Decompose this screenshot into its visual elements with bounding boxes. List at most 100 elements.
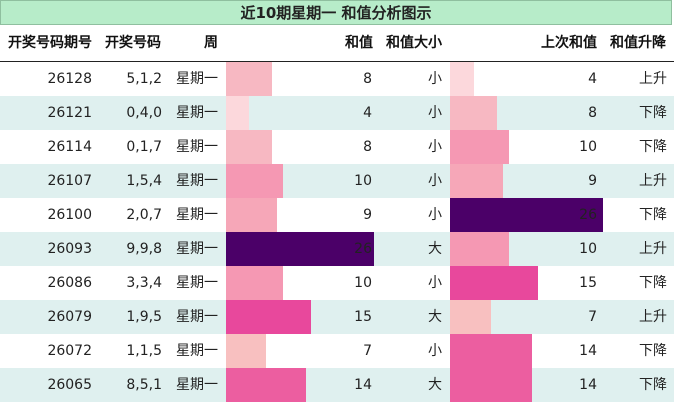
prev-sum-cell: 26: [579, 207, 597, 223]
header-divider: [0, 61, 674, 62]
numbers-cell: 9,9,8: [126, 241, 162, 257]
size-cell: 小: [428, 275, 442, 291]
prev-sum-bar: [450, 232, 509, 266]
size-cell: 小: [428, 343, 442, 359]
trend-cell: 下降: [639, 207, 667, 223]
weekday-cell: 星期一: [176, 343, 218, 359]
numbers-cell: 5,1,2: [126, 71, 162, 87]
sum-bar: [226, 266, 283, 300]
trend-cell: 上升: [639, 173, 667, 189]
header-size: 和值大小: [386, 35, 442, 51]
prev-sum-cell: 9: [588, 173, 597, 189]
issue-cell: 26079: [47, 309, 92, 325]
prev-sum-cell: 14: [579, 377, 597, 393]
issue-cell: 26114: [47, 139, 92, 155]
weekday-cell: 星期一: [176, 275, 218, 291]
size-cell: 小: [428, 139, 442, 155]
sum-bar: [226, 164, 283, 198]
prev-sum-bar: [450, 164, 503, 198]
issue-cell: 26072: [47, 343, 92, 359]
sum-bar: [226, 232, 374, 266]
prev-sum-cell: 10: [579, 139, 597, 155]
weekday-cell: 星期一: [176, 71, 218, 87]
issue-cell: 26093: [47, 241, 92, 257]
trend-cell: 下降: [639, 139, 667, 155]
sum-cell: 26: [354, 241, 372, 257]
sum-cell: 4: [363, 105, 372, 121]
weekday-cell: 星期一: [176, 241, 218, 257]
sum-cell: 15: [354, 309, 372, 325]
table-row: 26093 9,9,8 星期一 26 大 10 上升: [0, 232, 674, 266]
weekday-cell: 星期一: [176, 207, 218, 223]
trend-cell: 上升: [639, 71, 667, 87]
trend-cell: 上升: [639, 309, 667, 325]
sum-bar: [226, 368, 306, 402]
trend-cell: 下降: [639, 105, 667, 121]
table-row: 26065 8,5,1 星期一 14 大 14 下降: [0, 368, 674, 402]
table-row: 26107 1,5,4 星期一 10 小 9 上升: [0, 164, 674, 198]
prev-sum-cell: 15: [579, 275, 597, 291]
table-row: 26072 1,1,5 星期一 7 小 14 下降: [0, 334, 674, 368]
table-row: 26079 1,9,5 星期一 15 大 7 上升: [0, 300, 674, 334]
size-cell: 小: [428, 71, 442, 87]
trend-cell: 上升: [639, 241, 667, 257]
header-sum: 和值: [345, 35, 373, 51]
prev-sum-cell: 10: [579, 241, 597, 257]
table-title: 近10期星期一 和值分析图示: [0, 0, 672, 25]
numbers-cell: 1,1,5: [126, 343, 162, 359]
prev-sum-bar: [450, 62, 474, 96]
weekday-cell: 星期一: [176, 139, 218, 155]
sum-cell: 7: [363, 343, 372, 359]
table-row: 26128 5,1,2 星期一 8 小 4 上升: [0, 62, 674, 96]
issue-cell: 26121: [47, 105, 92, 121]
sum-cell: 8: [363, 139, 372, 155]
numbers-cell: 0,1,7: [126, 139, 162, 155]
prev-sum-cell: 8: [588, 105, 597, 121]
numbers-cell: 1,9,5: [126, 309, 162, 325]
size-cell: 小: [428, 105, 442, 121]
trend-cell: 下降: [639, 377, 667, 393]
header-weekday: 周: [204, 35, 218, 51]
prev-sum-bar: [450, 198, 603, 232]
numbers-cell: 0,4,0: [126, 105, 162, 121]
weekday-cell: 星期一: [176, 377, 218, 393]
issue-cell: 26065: [47, 377, 92, 393]
prev-sum-bar: [450, 266, 538, 300]
sum-cell: 8: [363, 71, 372, 87]
sum-cell: 10: [354, 275, 372, 291]
prev-sum-cell: 7: [588, 309, 597, 325]
size-cell: 大: [428, 377, 442, 393]
size-cell: 小: [428, 207, 442, 223]
header-trend: 和值升降: [610, 35, 666, 51]
issue-cell: 26100: [47, 207, 92, 223]
size-cell: 大: [428, 309, 442, 325]
weekday-cell: 星期一: [176, 173, 218, 189]
table-row: 26100 2,0,7 星期一 9 小 26 下降: [0, 198, 674, 232]
sum-bar: [226, 300, 311, 334]
sum-bar: [226, 62, 272, 96]
prev-sum-cell: 14: [579, 343, 597, 359]
weekday-cell: 星期一: [176, 309, 218, 325]
sum-cell: 9: [363, 207, 372, 223]
header-numbers: 开奖号码: [105, 35, 161, 51]
weekday-cell: 星期一: [176, 105, 218, 121]
sum-cell: 10: [354, 173, 372, 189]
prev-sum-bar: [450, 130, 509, 164]
sum-bar: [226, 130, 272, 164]
prev-sum-bar: [450, 368, 532, 402]
sum-cell: 14: [354, 377, 372, 393]
trend-cell: 下降: [639, 343, 667, 359]
sum-bar: [226, 198, 277, 232]
sum-bar: [226, 96, 249, 130]
numbers-cell: 3,3,4: [126, 275, 162, 291]
issue-cell: 26086: [47, 275, 92, 291]
size-cell: 小: [428, 173, 442, 189]
table-row: 26114 0,1,7 星期一 8 小 10 下降: [0, 130, 674, 164]
prev-sum-bar: [450, 96, 497, 130]
table-row: 26086 3,3,4 星期一 10 小 15 下降: [0, 266, 674, 300]
table-row: 26121 0,4,0 星期一 4 小 8 下降: [0, 96, 674, 130]
sum-bar: [226, 334, 266, 368]
header-issue: 开奖号码期号: [8, 35, 92, 51]
numbers-cell: 1,5,4: [126, 173, 162, 189]
